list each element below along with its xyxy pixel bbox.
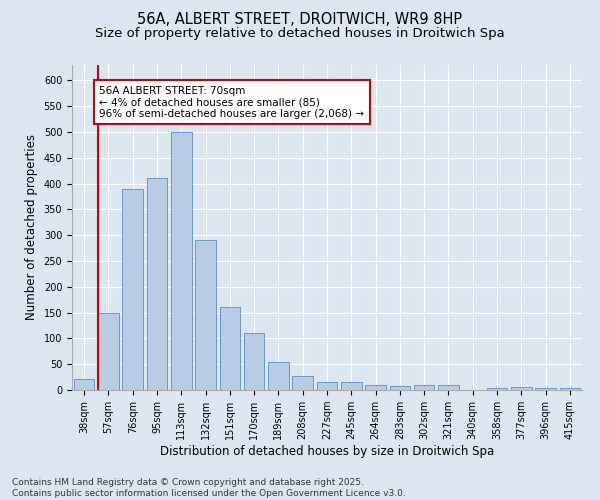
Text: Size of property relative to detached houses in Droitwich Spa: Size of property relative to detached ho… — [95, 28, 505, 40]
Bar — [560, 388, 580, 390]
Text: Contains HM Land Registry data © Crown copyright and database right 2025.
Contai: Contains HM Land Registry data © Crown c… — [12, 478, 406, 498]
Bar — [244, 334, 265, 390]
Bar — [414, 386, 434, 390]
Bar — [122, 189, 143, 390]
Bar — [487, 388, 508, 390]
Bar — [389, 386, 410, 390]
Text: 56A, ALBERT STREET, DROITWICH, WR9 8HP: 56A, ALBERT STREET, DROITWICH, WR9 8HP — [137, 12, 463, 28]
Bar — [74, 378, 94, 390]
Bar — [292, 376, 313, 390]
Bar — [98, 312, 119, 390]
Bar — [365, 385, 386, 390]
Bar — [220, 308, 240, 390]
Bar — [268, 362, 289, 390]
Y-axis label: Number of detached properties: Number of detached properties — [25, 134, 38, 320]
Bar — [146, 178, 167, 390]
Bar — [341, 382, 362, 390]
X-axis label: Distribution of detached houses by size in Droitwich Spa: Distribution of detached houses by size … — [160, 445, 494, 458]
Bar — [438, 385, 459, 390]
Bar — [511, 388, 532, 390]
Bar — [535, 388, 556, 390]
Bar — [171, 132, 191, 390]
Text: 56A ALBERT STREET: 70sqm
← 4% of detached houses are smaller (85)
96% of semi-de: 56A ALBERT STREET: 70sqm ← 4% of detache… — [100, 86, 364, 119]
Bar — [317, 382, 337, 390]
Bar — [195, 240, 216, 390]
